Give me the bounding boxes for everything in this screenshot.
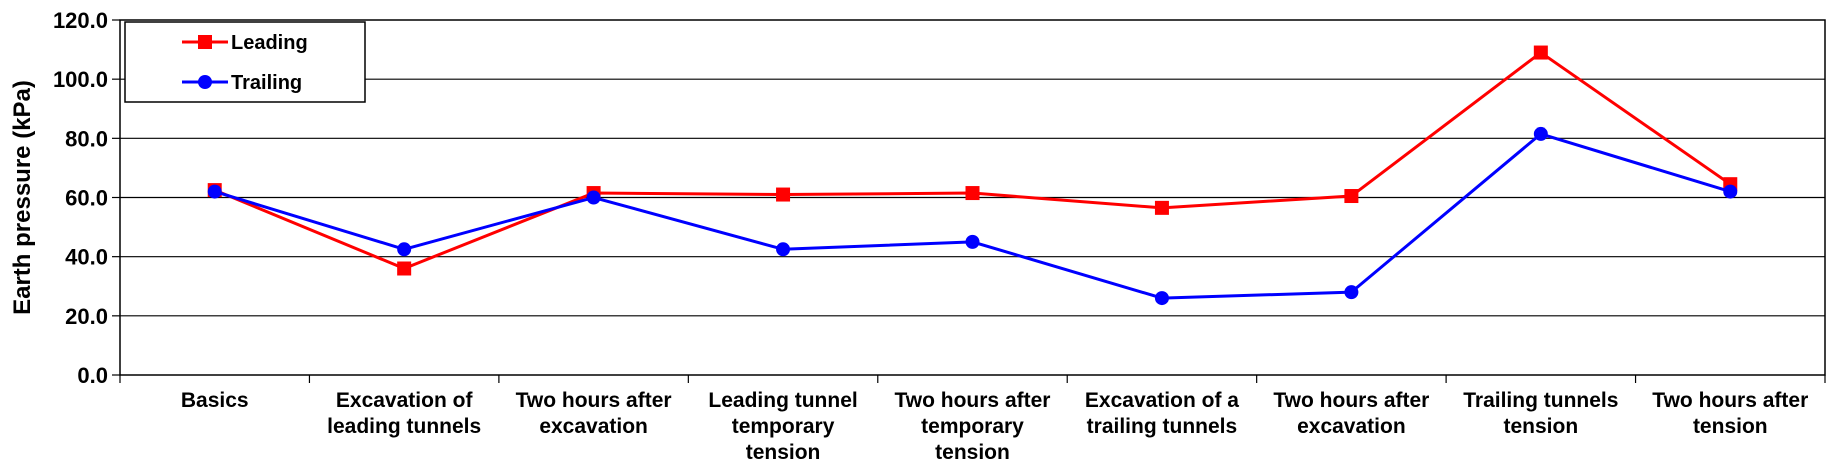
y-tick-label: 80.0 bbox=[65, 126, 108, 151]
data-point bbox=[1344, 285, 1359, 300]
data-point bbox=[1344, 189, 1359, 204]
series-trailing bbox=[207, 126, 1738, 306]
y-tick-label: 100.0 bbox=[53, 67, 108, 92]
y-axis-ticks: 0.0 20.0 40.0 60.0 80.0 100.0 120.0 bbox=[53, 8, 120, 388]
data-point bbox=[397, 261, 412, 276]
data-point bbox=[776, 242, 791, 257]
legend-box bbox=[124, 21, 366, 103]
y-tick-label: 120.0 bbox=[53, 8, 108, 33]
y-tick-label: 20.0 bbox=[65, 304, 108, 329]
data-point bbox=[965, 234, 980, 249]
y-axis-title: Earth pressure (kPa) bbox=[9, 80, 36, 315]
legend-label: Leading bbox=[231, 32, 308, 54]
x-tick-label: Excavation of leading tunnels bbox=[327, 389, 481, 438]
legend-marker bbox=[198, 35, 212, 49]
legend-item-trailing: Trailing bbox=[182, 72, 302, 94]
x-tick-label: Trailing tunnels tension bbox=[1463, 389, 1618, 438]
data-point bbox=[207, 184, 222, 199]
data-point bbox=[397, 242, 412, 257]
y-tick-label: 0.0 bbox=[77, 363, 108, 388]
data-point bbox=[1154, 291, 1169, 306]
y-tick-label: 40.0 bbox=[65, 245, 108, 270]
x-tick-label: Basics bbox=[181, 389, 249, 412]
series-layer bbox=[207, 45, 1738, 306]
data-point bbox=[776, 187, 791, 202]
legend: Leading Trailing bbox=[124, 21, 366, 103]
data-point bbox=[1154, 200, 1169, 215]
legend-label: Trailing bbox=[231, 72, 302, 94]
y-tick-label: 60.0 bbox=[65, 186, 108, 211]
x-tick-label: Two hours after excavation bbox=[1273, 389, 1429, 438]
x-tick-label: Two hours after excavation bbox=[516, 389, 672, 438]
x-axis-ticks: Basics Excavation of leading tunnels Two ho… bbox=[119, 375, 1826, 464]
data-point bbox=[1723, 184, 1738, 199]
data-point bbox=[1533, 126, 1548, 141]
data-point bbox=[586, 190, 601, 205]
data-point bbox=[1533, 45, 1548, 60]
x-tick-label: Leading tunnel temporary tension bbox=[708, 389, 857, 464]
x-tick-label: Two hours after tension bbox=[1652, 389, 1808, 438]
series-line bbox=[214, 132, 1731, 300]
legend-item-leading: Leading bbox=[182, 32, 308, 54]
data-point bbox=[965, 186, 980, 201]
x-tick-label: Two hours after temporary tension bbox=[895, 389, 1051, 464]
x-tick-label: Excavation of a trailing tunnels bbox=[1085, 389, 1239, 438]
legend-marker bbox=[198, 75, 212, 89]
